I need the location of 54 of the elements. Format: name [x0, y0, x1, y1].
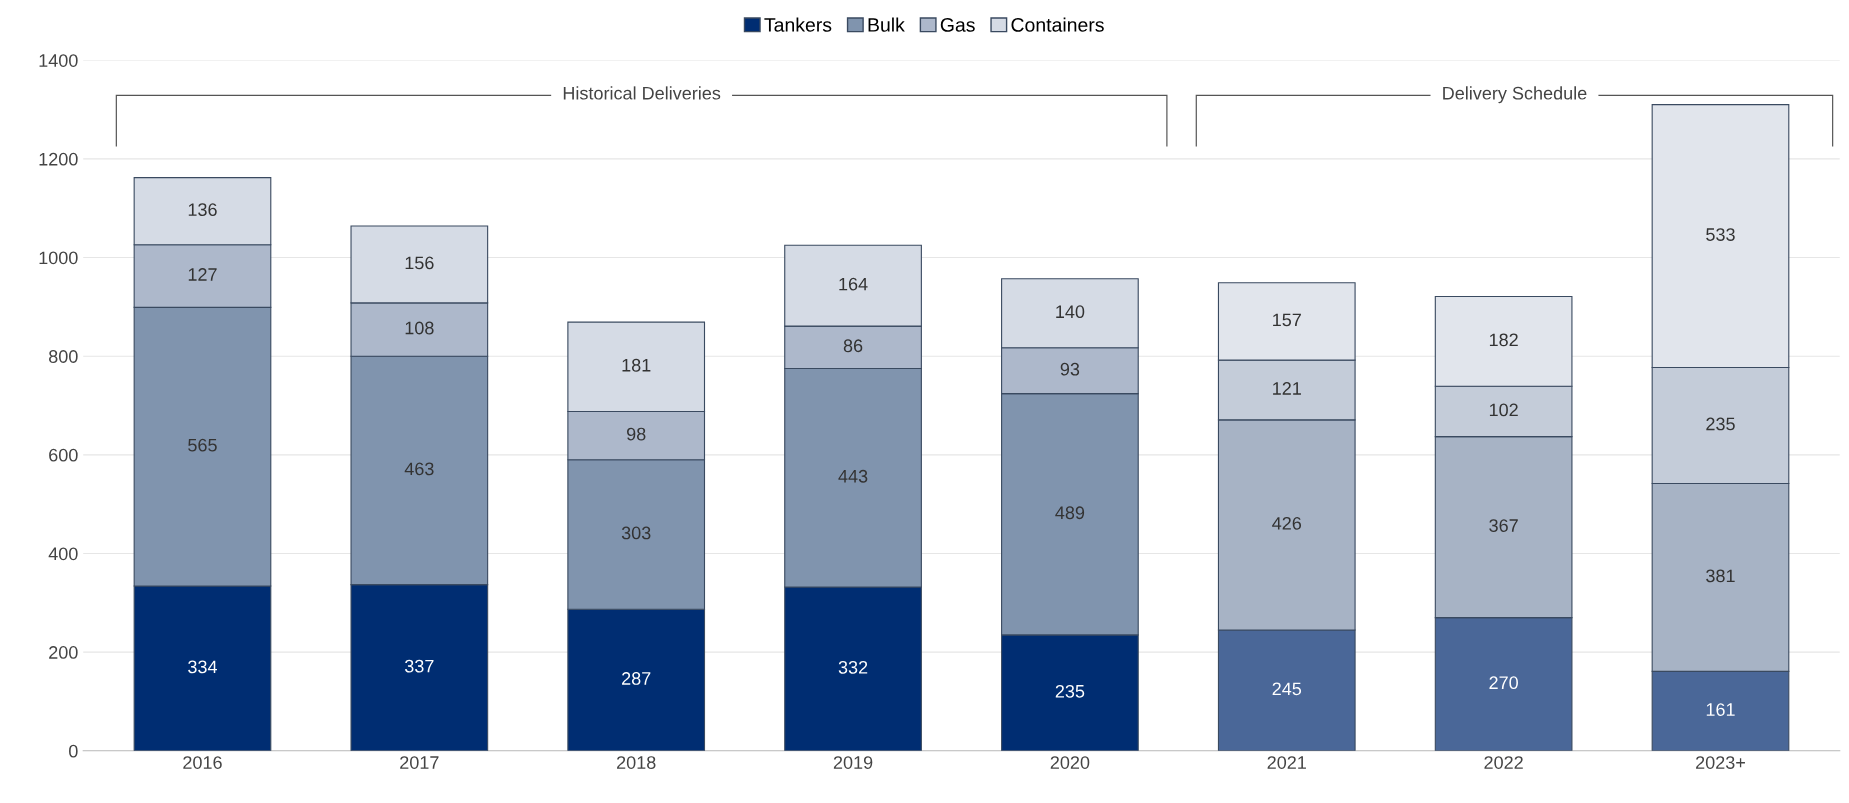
data-label: 270 [1489, 676, 1518, 690]
data-label: 337 [404, 659, 434, 673]
legend-label: Tankers [764, 17, 832, 32]
data-label: 489 [1055, 506, 1085, 520]
data-label: 565 [188, 438, 217, 452]
data-label: 181 [622, 358, 651, 372]
data-label: 108 [405, 321, 434, 335]
data-label: 381 [1706, 569, 1735, 583]
data-label: 245 [1272, 682, 1302, 696]
data-label: 161 [1706, 703, 1735, 716]
data-label: 136 [188, 203, 217, 217]
data-label: 98 [627, 427, 646, 441]
data-label: 86 [843, 339, 863, 353]
data-label: 182 [1489, 333, 1518, 347]
data-label: 127 [188, 268, 217, 281]
y-tick-label: 600 [49, 448, 78, 462]
x-tick-label: 2016 [183, 756, 222, 769]
data-label: 426 [1272, 516, 1302, 530]
x-tick-label: 2021 [1267, 756, 1306, 769]
legend-label: Bulk [868, 17, 905, 32]
data-label: 140 [1056, 305, 1085, 319]
data-label: 332 [838, 660, 868, 674]
data-label: 533 [1706, 228, 1735, 241]
x-tick-label: 2017 [400, 756, 439, 769]
x-tick-label: 2022 [1484, 756, 1523, 769]
annotation: Delivery Schedule [1443, 86, 1587, 104]
x-tick-label: 2023+ [1696, 756, 1745, 769]
data-label: 235 [1055, 684, 1085, 698]
y-tick-label: 1400 [39, 54, 78, 67]
data-label: 157 [1273, 313, 1301, 327]
y-tick-label: 800 [49, 350, 78, 363]
data-label: 367 [1489, 519, 1518, 532]
data-label: 287 [622, 672, 651, 685]
y-tick-label: 0 [69, 744, 78, 758]
x-tick-label: 2018 [617, 756, 656, 769]
data-label: 463 [404, 462, 434, 476]
legend-label: Containers [1011, 17, 1104, 32]
x-tick-label: 2019 [833, 756, 873, 769]
y-tick-label: 1200 [39, 152, 78, 166]
data-label: 334 [188, 660, 218, 674]
data-label: 121 [1273, 382, 1301, 395]
data-label: 93 [1060, 362, 1080, 376]
data-label: 443 [838, 469, 868, 483]
data-label: 303 [621, 526, 651, 540]
data-label: 156 [405, 256, 434, 270]
annotation: Historical Deliveries [563, 86, 721, 100]
legend-label: Gas [940, 18, 975, 32]
y-tick-label: 200 [49, 646, 78, 659]
x-tick-label: 2020 [1050, 756, 1090, 769]
y-tick-label: 400 [48, 547, 78, 561]
y-tick-label: 1000 [39, 251, 78, 265]
data-label: 235 [1706, 417, 1735, 431]
data-label: 164 [839, 277, 868, 291]
data-label: 102 [1489, 403, 1518, 417]
